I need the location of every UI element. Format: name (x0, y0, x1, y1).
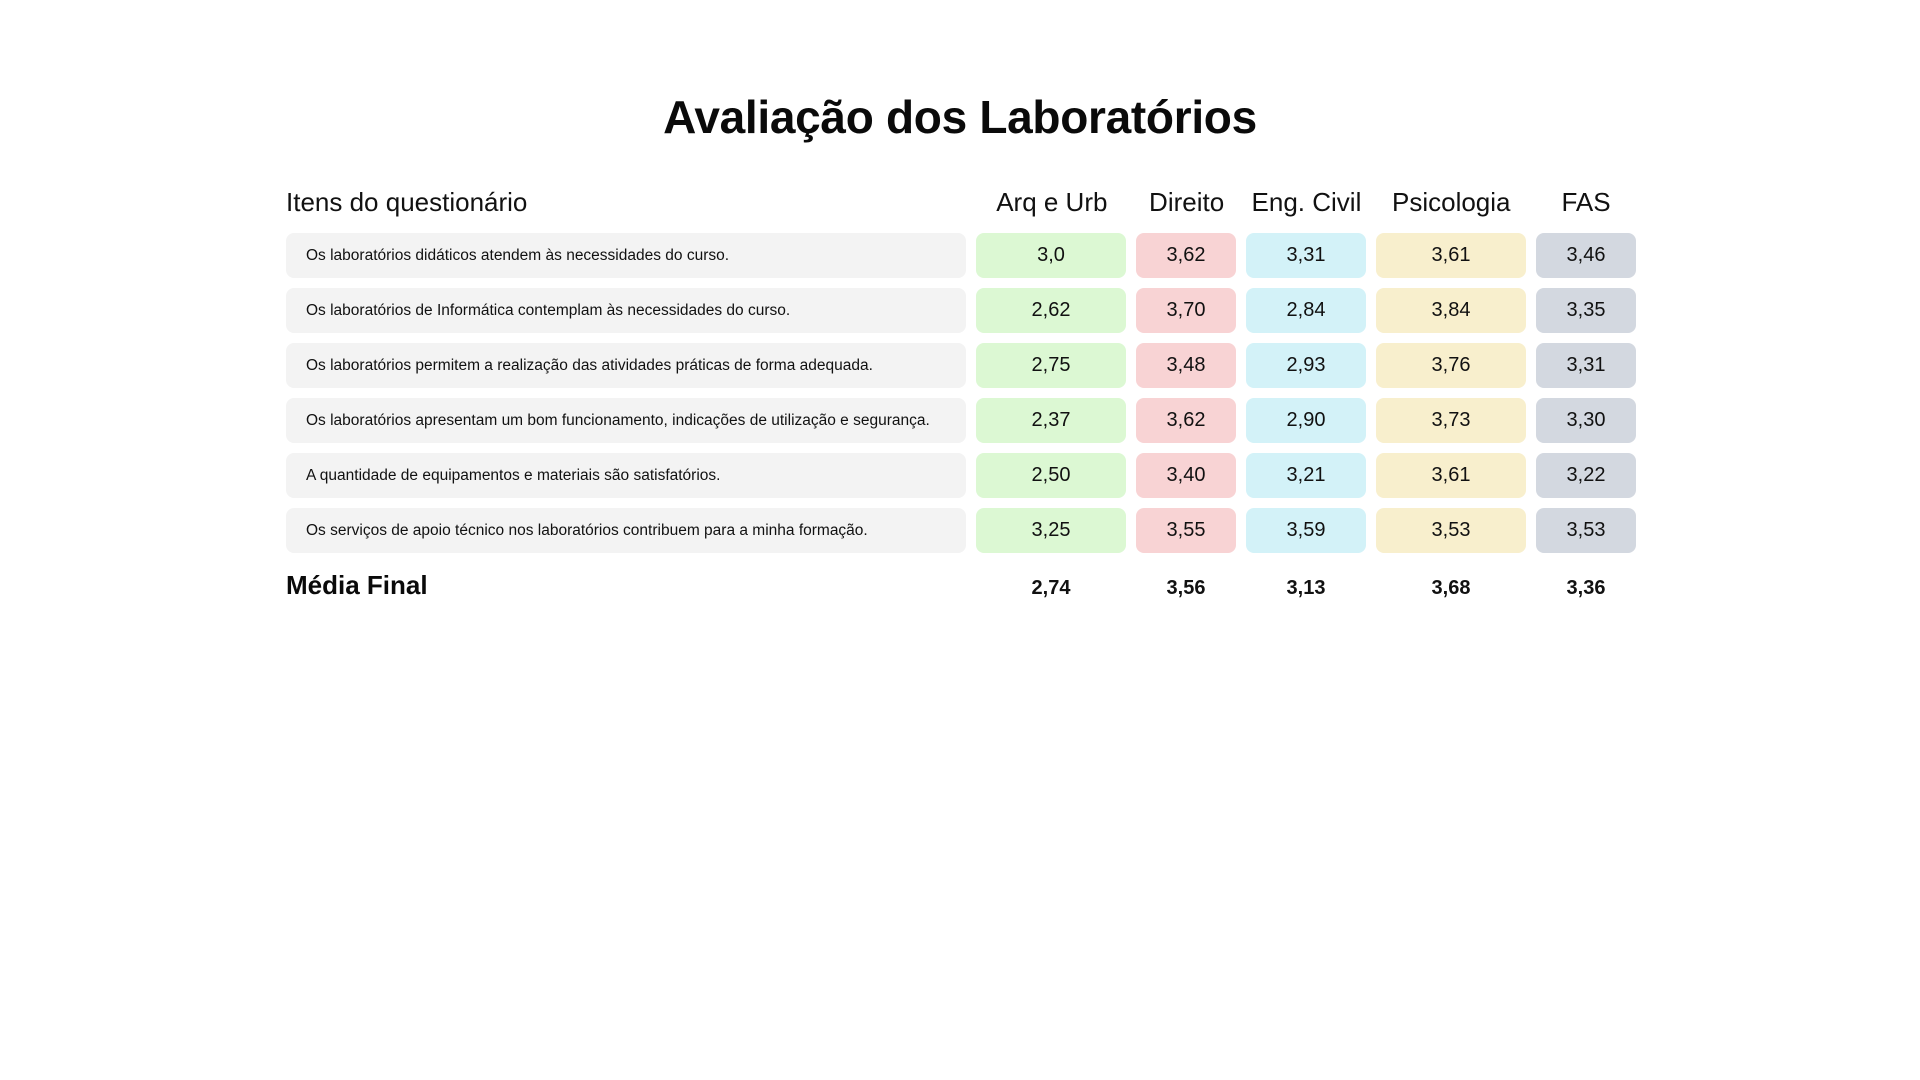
score-fas: 3,31 (1536, 343, 1636, 388)
question-item: Os laboratórios de Informática contempla… (286, 288, 966, 333)
header-arq-urb: Arq e Urb (996, 186, 1108, 217)
score-psicologia: 3,61 (1376, 233, 1526, 278)
header-fas: FAS (1561, 186, 1611, 217)
score-direito: 3,70 (1136, 288, 1236, 333)
final-value-arq-urb: 2,74 (1031, 576, 1071, 599)
score-direito: 3,40 (1136, 453, 1236, 498)
header-items-label: Itens do questionário (286, 186, 528, 217)
score-direito: 3,62 (1136, 398, 1236, 443)
evaluation-table: Itens do questionário Arq e Urb Direito … (286, 184, 1646, 607)
score-eng-civil: 3,59 (1246, 508, 1366, 553)
question-item: A quantidade de equipamentos e materiais… (286, 453, 966, 498)
score-eng-civil: 3,21 (1246, 453, 1366, 498)
score-psicologia: 3,73 (1376, 398, 1526, 443)
score-fas: 3,30 (1536, 398, 1636, 443)
score-fas: 3,46 (1536, 233, 1636, 278)
score-fas: 3,53 (1536, 508, 1636, 553)
page-title: Avaliação dos Laboratórios (663, 91, 1257, 143)
table-row: Os laboratórios de Informática contempla… (286, 288, 1646, 333)
header-psicologia: Psicologia (1391, 186, 1511, 217)
score-arq-urb: 2,50 (976, 453, 1126, 498)
score-arq-urb: 3,25 (976, 508, 1126, 553)
final-value-eng-civil: 3,13 (1286, 576, 1326, 599)
final-value-fas: 3,36 (1566, 576, 1606, 599)
final-average-row: Média Final 2,74 3,56 3,13 3,68 3,36 (286, 563, 1646, 607)
final-value-psicologia: 3,68 (1431, 576, 1471, 599)
score-fas: 3,35 (1536, 288, 1636, 333)
question-item: Os laboratórios apresentam um bom funcio… (286, 398, 966, 443)
header-eng-civil: Eng. Civil (1251, 186, 1362, 217)
score-psicologia: 3,53 (1376, 508, 1526, 553)
score-psicologia: 3,61 (1376, 453, 1526, 498)
table-body: Os laboratórios didáticos atendem às nec… (286, 233, 1646, 553)
score-direito: 3,62 (1136, 233, 1236, 278)
table-row: Os laboratórios permitem a realização da… (286, 343, 1646, 388)
score-direito: 3,48 (1136, 343, 1236, 388)
table-row: A quantidade de equipamentos e materiais… (286, 453, 1646, 498)
score-eng-civil: 3,31 (1246, 233, 1366, 278)
score-arq-urb: 2,62 (976, 288, 1126, 333)
score-psicologia: 3,76 (1376, 343, 1526, 388)
final-value-direito: 3,56 (1166, 576, 1206, 599)
question-item: Os serviços de apoio técnico nos laborat… (286, 508, 966, 553)
table-header: Itens do questionário Arq e Urb Direito … (286, 184, 1646, 220)
table-row: Os laboratórios apresentam um bom funcio… (286, 398, 1646, 443)
score-arq-urb: 2,37 (976, 398, 1126, 443)
score-eng-civil: 2,93 (1246, 343, 1366, 388)
table-row: Os laboratórios didáticos atendem às nec… (286, 233, 1646, 278)
score-fas: 3,22 (1536, 453, 1636, 498)
score-eng-civil: 2,84 (1246, 288, 1366, 333)
score-arq-urb: 3,0 (976, 233, 1126, 278)
score-arq-urb: 2,75 (976, 343, 1126, 388)
header-direito: Direito (1149, 186, 1225, 217)
question-item: Os laboratórios didáticos atendem às nec… (286, 233, 966, 278)
table-row: Os serviços de apoio técnico nos laborat… (286, 508, 1646, 553)
score-direito: 3,55 (1136, 508, 1236, 553)
score-psicologia: 3,84 (1376, 288, 1526, 333)
final-average-label: Média Final (286, 569, 428, 600)
question-item: Os laboratórios permitem a realização da… (286, 343, 966, 388)
score-eng-civil: 2,90 (1246, 398, 1366, 443)
